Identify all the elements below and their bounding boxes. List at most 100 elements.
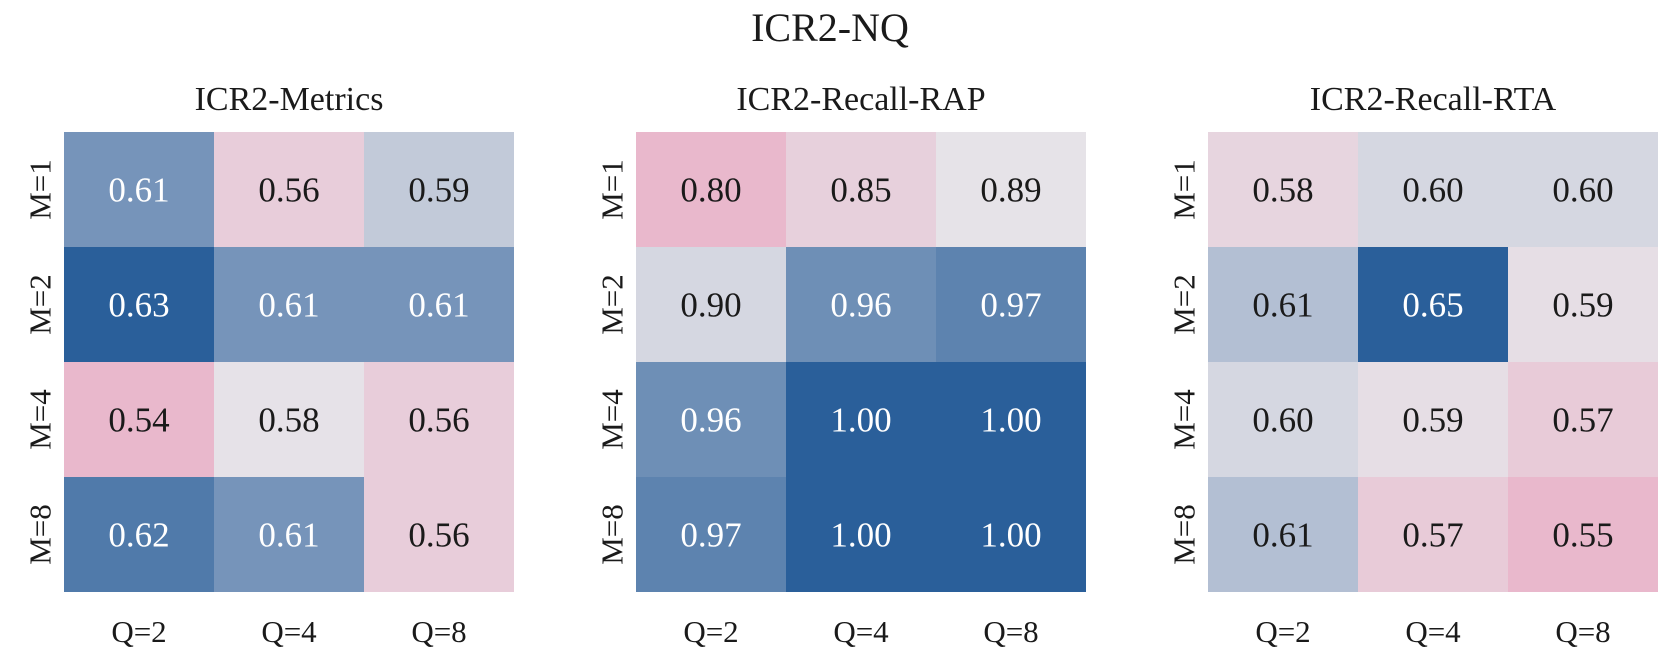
heatmap-cell bbox=[214, 362, 364, 477]
cell-value-label: 0.62 bbox=[108, 516, 169, 555]
cell-value-label: 0.60 bbox=[1402, 171, 1463, 210]
heatmap-cell bbox=[1508, 132, 1658, 247]
cell-value-label: 0.59 bbox=[1402, 401, 1463, 440]
heatmap-cell bbox=[936, 132, 1086, 247]
panel-title: ICR2-Recall-RAP bbox=[736, 81, 985, 118]
heatmap-cell bbox=[786, 132, 936, 247]
cell-value-label: 0.57 bbox=[1552, 401, 1613, 440]
cell-value-label: 0.90 bbox=[680, 286, 741, 325]
heatmap-cell bbox=[786, 362, 936, 477]
heatmap-cell bbox=[64, 477, 214, 592]
cell-value-label: 0.55 bbox=[1552, 516, 1613, 555]
heatmap-cell bbox=[214, 132, 364, 247]
cell-value-label: 0.63 bbox=[108, 286, 169, 325]
x-tick-label: Q=4 bbox=[1405, 614, 1461, 649]
cell-value-label: 0.61 bbox=[258, 516, 319, 555]
x-tick-label: Q=4 bbox=[833, 614, 889, 649]
heatmap-cell bbox=[1508, 477, 1658, 592]
heatmap-cell bbox=[786, 247, 936, 362]
heatmap-cell bbox=[214, 477, 364, 592]
cell-value-label: 0.65 bbox=[1402, 286, 1463, 325]
heatmap-cell bbox=[636, 362, 786, 477]
y-tick-label: M=1 bbox=[23, 159, 58, 220]
cell-value-label: 0.58 bbox=[1252, 171, 1313, 210]
cell-value-label: 1.00 bbox=[980, 401, 1041, 440]
cell-value-label: 0.96 bbox=[830, 286, 891, 325]
heatmap-cell bbox=[1358, 477, 1508, 592]
heatmap-cell bbox=[1208, 362, 1358, 477]
cell-value-label: 0.60 bbox=[1252, 401, 1313, 440]
y-tick-label: M=1 bbox=[1167, 159, 1202, 220]
heatmap-cell bbox=[64, 247, 214, 362]
heatmap-cell bbox=[786, 477, 936, 592]
heatmap-cell bbox=[364, 132, 514, 247]
cell-value-label: 0.80 bbox=[680, 171, 741, 210]
cell-value-label: 0.59 bbox=[408, 171, 469, 210]
y-tick-label: M=2 bbox=[23, 274, 58, 335]
heatmap-cell bbox=[64, 362, 214, 477]
cell-value-label: 0.59 bbox=[1552, 286, 1613, 325]
y-tick-label: M=4 bbox=[23, 389, 58, 450]
x-tick-label: Q=8 bbox=[411, 614, 466, 649]
panel-title: ICR2-Recall-RTA bbox=[1310, 81, 1557, 118]
cell-value-label: 0.56 bbox=[258, 171, 319, 210]
heatmap-cell bbox=[364, 477, 514, 592]
heatmap-cell bbox=[364, 247, 514, 362]
heatmap-cell bbox=[636, 477, 786, 592]
cell-value-label: 0.85 bbox=[830, 171, 891, 210]
cell-value-label: 0.89 bbox=[980, 171, 1041, 210]
heatmap-cell bbox=[936, 477, 1086, 592]
y-tick-label: M=4 bbox=[595, 389, 630, 450]
heatmap-cell bbox=[1508, 362, 1658, 477]
y-tick-label: M=8 bbox=[595, 504, 630, 565]
heatmap-cell bbox=[636, 132, 786, 247]
cell-value-label: 0.61 bbox=[408, 286, 469, 325]
x-tick-label: Q=4 bbox=[261, 614, 317, 649]
cell-value-label: 1.00 bbox=[830, 516, 891, 555]
heatmap-cell bbox=[636, 247, 786, 362]
y-tick-label: M=8 bbox=[23, 504, 58, 565]
x-tick-label: Q=2 bbox=[1255, 614, 1310, 649]
heatmap-panel-3: ICR2-Recall-RTA 0.58 0.60 0.60 0.61 0.65 0.59 0… bbox=[1167, 81, 1658, 649]
heatmap-cell bbox=[1208, 477, 1358, 592]
cell-value-label: 0.61 bbox=[108, 171, 169, 210]
heatmap-panel-2: ICR2-Recall-RAP 0.80 0.85 0.89 0.90 0.96 0.97 0… bbox=[595, 81, 1086, 649]
heatmap-cell bbox=[364, 362, 514, 477]
x-tick-label: Q=8 bbox=[983, 614, 1038, 649]
heatmap-cell bbox=[1358, 362, 1508, 477]
heatmap-cell bbox=[1208, 247, 1358, 362]
heatmap-cell bbox=[1208, 132, 1358, 247]
cell-value-label: 0.58 bbox=[258, 401, 319, 440]
cell-value-label: 1.00 bbox=[830, 401, 891, 440]
y-tick-label: M=4 bbox=[1167, 389, 1202, 450]
x-tick-label: Q=2 bbox=[683, 614, 738, 649]
y-tick-label: M=2 bbox=[595, 274, 630, 335]
cell-value-label: 0.56 bbox=[408, 401, 469, 440]
heatmap-cell bbox=[1358, 132, 1508, 247]
figure-title: ICR2-NQ bbox=[751, 5, 909, 50]
y-tick-label: M=8 bbox=[1167, 504, 1202, 565]
heatmap-panel-1: ICR2-Metrics 0.61 0.56 0.59 0.63 0.61 0.61 0.54… bbox=[23, 81, 514, 649]
cell-value-label: 0.97 bbox=[680, 516, 741, 555]
heatmap-cell bbox=[936, 362, 1086, 477]
heatmap-cell bbox=[214, 247, 364, 362]
heatmap-cell bbox=[64, 132, 214, 247]
cell-value-label: 0.56 bbox=[408, 516, 469, 555]
cell-value-label: 1.00 bbox=[980, 516, 1041, 555]
y-tick-label: M=1 bbox=[595, 159, 630, 220]
heatmap-cell bbox=[1358, 247, 1508, 362]
y-tick-label: M=2 bbox=[1167, 274, 1202, 335]
cell-value-label: 0.57 bbox=[1402, 516, 1463, 555]
cell-value-label: 0.97 bbox=[980, 286, 1041, 325]
x-tick-label: Q=8 bbox=[1555, 614, 1610, 649]
cell-value-label: 0.61 bbox=[1252, 516, 1313, 555]
cell-value-label: 0.61 bbox=[258, 286, 319, 325]
heatmap-cell bbox=[936, 247, 1086, 362]
cell-value-label: 0.61 bbox=[1252, 286, 1313, 325]
cell-value-label: 0.54 bbox=[108, 401, 169, 440]
cell-value-label: 0.60 bbox=[1552, 171, 1613, 210]
heatmap-cell bbox=[1508, 247, 1658, 362]
cell-value-label: 0.96 bbox=[680, 401, 741, 440]
